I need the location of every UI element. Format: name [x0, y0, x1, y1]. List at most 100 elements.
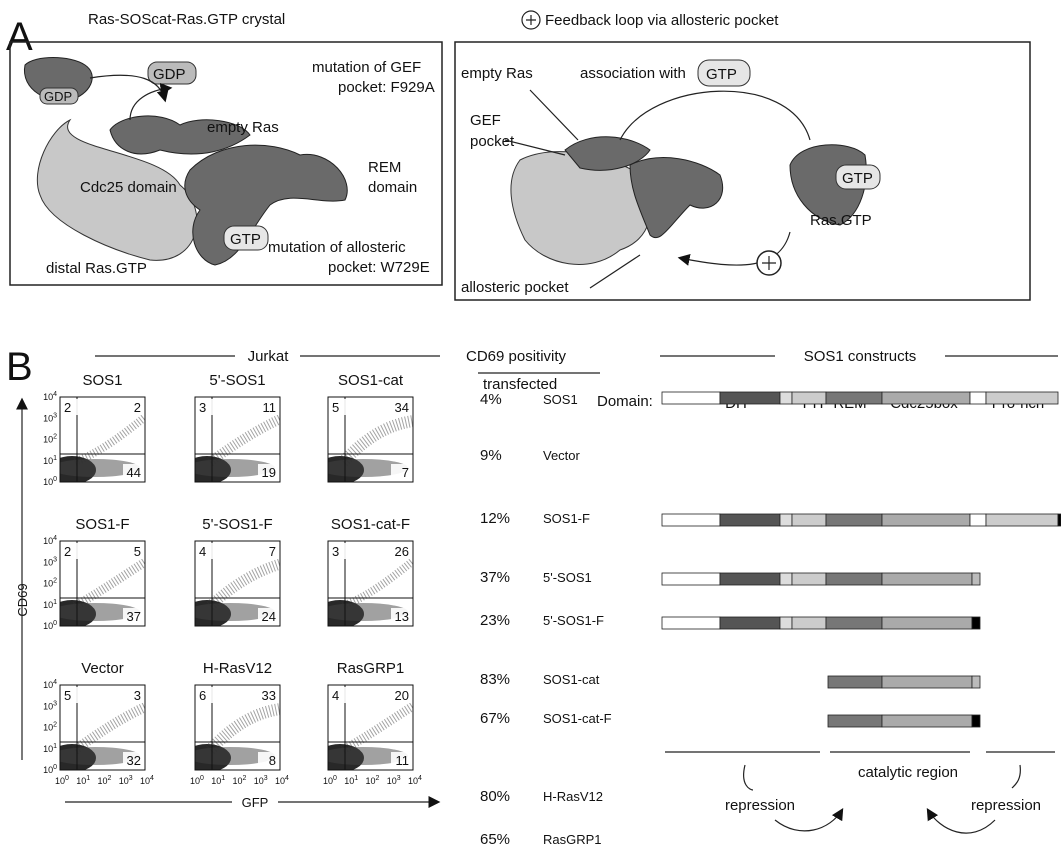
- quadrant-value: 6: [199, 688, 206, 703]
- quadrant-value: 19: [262, 465, 276, 480]
- tick-exponent: 4: [53, 391, 57, 398]
- tick-exponent: 3: [53, 412, 57, 419]
- tick-exponent: 1: [86, 775, 90, 782]
- domain-segment: [828, 676, 882, 688]
- quadrant-value: 24: [262, 609, 276, 624]
- domain-segment: [828, 715, 882, 727]
- plot-title: Vector: [81, 660, 124, 677]
- construct-name: SOS1-cat-F: [543, 711, 612, 726]
- cd69-percent: 23%: [480, 612, 510, 629]
- plot-title: 5'-SOS1-F: [202, 516, 272, 533]
- tick-exponent: 1: [53, 455, 57, 462]
- quadrant-value: 8: [269, 753, 276, 768]
- tick-base: 10: [43, 621, 53, 631]
- tick-exponent: 4: [285, 775, 289, 782]
- cd69-header: CD69 positivity: [466, 348, 567, 365]
- tick-base: 10: [43, 557, 53, 567]
- cloud: [343, 706, 413, 750]
- tick-label: 103: [43, 556, 57, 567]
- label: pocket: F929A: [338, 79, 435, 96]
- cd69-percent: 12%: [480, 510, 510, 527]
- cloud: [210, 419, 280, 462]
- cloud: [343, 561, 413, 606]
- jurkat-label: Jurkat: [248, 348, 290, 365]
- tick-label: 104: [43, 391, 57, 402]
- tick-label: 100: [190, 775, 204, 786]
- tick-label: 100: [43, 476, 57, 487]
- tick-base: 10: [43, 536, 53, 546]
- tick-base: 10: [43, 413, 53, 423]
- label: GTP: [230, 231, 261, 248]
- figure: A Ras-SOScat-Ras.GTP crystal GDP GDP emp…: [0, 0, 1061, 851]
- left-title: Ras-SOScat-Ras.GTP crystal: [88, 11, 285, 28]
- plot-title: SOS1: [82, 372, 122, 389]
- tick-exponent: 3: [129, 775, 133, 782]
- tick-base: 10: [190, 776, 200, 786]
- tick-base: 10: [43, 765, 53, 775]
- label: GEF: [470, 112, 501, 129]
- quadrant-value: 7: [269, 544, 276, 559]
- construct-name: SOS1-cat: [543, 672, 600, 687]
- tick-label: 104: [43, 679, 57, 690]
- tick-base: 10: [43, 723, 53, 733]
- domain-segment: [882, 573, 972, 585]
- tick-label: 103: [254, 775, 268, 786]
- tick-label: 101: [76, 775, 90, 786]
- domain-segment: [792, 392, 826, 404]
- plot-title: SOS1-cat-F: [331, 516, 410, 533]
- tick-label: 101: [211, 775, 225, 786]
- tick-base: 10: [344, 776, 354, 786]
- quadrant-value: 2: [64, 544, 71, 559]
- tick-label: 101: [344, 775, 358, 786]
- quadrant-value: 3: [199, 400, 206, 415]
- domain-segment: [792, 573, 826, 585]
- quadrant-value: 11: [263, 400, 277, 415]
- tick-label: 101: [43, 743, 57, 754]
- quadrant-value: 44: [127, 465, 141, 480]
- domain-segment: [662, 392, 720, 404]
- tick-label: 100: [323, 775, 337, 786]
- domain-segment: [882, 676, 972, 688]
- domain-segment: [780, 514, 792, 526]
- tick-exponent: 2: [376, 775, 380, 782]
- plot-title: H-RasV12: [203, 660, 272, 677]
- domain-segment: [986, 514, 1058, 526]
- quadrant-value: 32: [127, 753, 141, 768]
- quadrant-value: 2: [134, 400, 141, 415]
- tick-base: 10: [366, 776, 376, 786]
- construct-end: [972, 617, 980, 629]
- quadrant-value: 5: [134, 544, 141, 559]
- tick-exponent: 0: [333, 775, 337, 782]
- domain-label: Domain:: [597, 393, 653, 410]
- domain-segment: [792, 514, 826, 526]
- panel-a: A Ras-SOScat-Ras.GTP crystal GDP GDP emp…: [6, 11, 1030, 300]
- tick-base: 10: [43, 456, 53, 466]
- domain-segment: [826, 514, 882, 526]
- label: GDP: [44, 89, 72, 104]
- tick-base: 10: [43, 435, 53, 445]
- tick-exponent: 0: [200, 775, 204, 782]
- tick-exponent: 3: [397, 775, 401, 782]
- plot-title: SOS1-cat: [338, 372, 404, 389]
- tick-label: 103: [43, 700, 57, 711]
- domain-segment: [720, 392, 780, 404]
- tick-base: 10: [43, 579, 53, 589]
- quadrant-value: 4: [332, 688, 339, 703]
- quadrant-value: 11: [396, 753, 410, 768]
- domain-segment: [662, 617, 720, 629]
- repression-label: repression: [725, 797, 795, 814]
- plot-title: SOS1-F: [75, 516, 129, 533]
- tick-label: 102: [366, 775, 380, 786]
- tick-exponent: 3: [264, 775, 268, 782]
- cd69-percent: 4%: [480, 391, 502, 408]
- tick-base: 10: [43, 680, 53, 690]
- label: pocket: [470, 133, 515, 150]
- tick-label: 102: [98, 775, 112, 786]
- domain-segment: [662, 573, 720, 585]
- right-title: Feedback loop via allosteric pocket: [545, 12, 779, 29]
- constructs-title: SOS1 constructs: [804, 348, 917, 365]
- tick-base: 10: [43, 477, 53, 487]
- construct-name: 5'-SOS1-F: [543, 613, 604, 628]
- x-axis-label: GFP: [242, 795, 269, 810]
- tick-label: 104: [43, 535, 57, 546]
